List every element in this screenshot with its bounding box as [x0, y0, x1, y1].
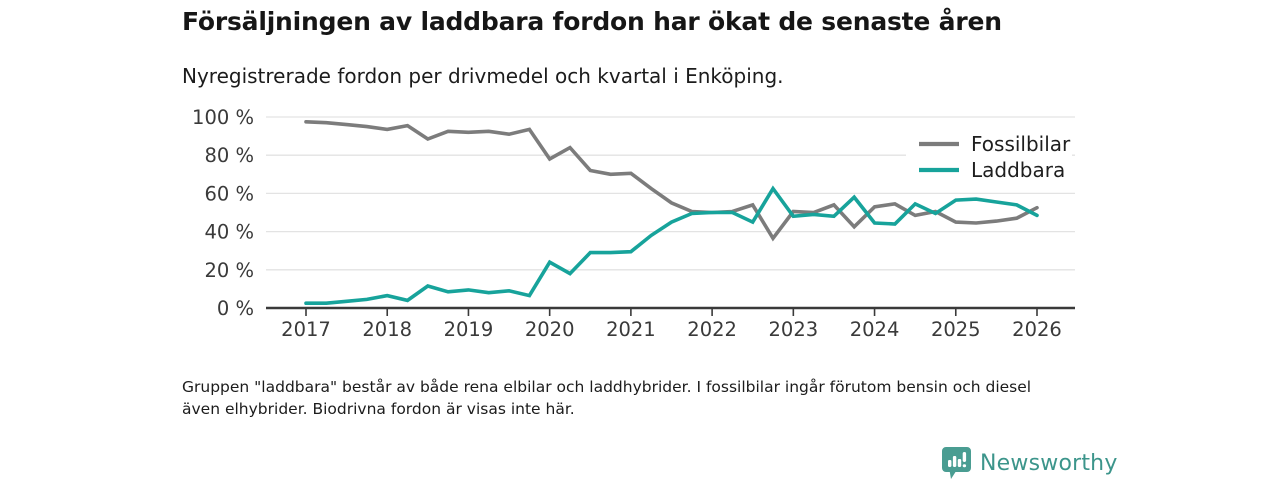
x-axis-tick-label: 2018: [362, 318, 412, 341]
legend-background: [906, 127, 1072, 187]
legend-label-fossilbilar: Fossilbilar: [971, 132, 1071, 156]
x-axis-tick-label: 2024: [850, 318, 900, 341]
chart-subtitle: Nyregistrerade fordon per drivmedel och …: [182, 64, 784, 88]
newsworthy-bar-chart-icon: [942, 447, 971, 479]
x-axis-tick-label: 2021: [606, 318, 656, 341]
x-axis-tick-label: 2023: [769, 318, 819, 341]
y-axis-tick-label: 60 %: [204, 182, 254, 205]
line-laddbara: [304, 185, 1039, 306]
y-axis-tick-label: 100 %: [192, 106, 254, 129]
chart-title: Försäljningen av laddbara fordon har öka…: [182, 7, 1002, 36]
newsworthy-logo-text: Newsworthy: [980, 450, 1118, 476]
x-axis-tick-label: 2017: [281, 318, 331, 341]
legend-label-laddbara: Laddbara: [971, 158, 1065, 182]
chart-footnote: Gruppen "laddbara" består av både rena e…: [182, 378, 1032, 418]
y-axis-tick-label: 20 %: [204, 259, 254, 282]
x-axis-tick-label: 2020: [525, 318, 575, 341]
newsworthy-logo: Newsworthy: [941, 446, 1118, 480]
x-axis-tick-label: 2026: [1012, 318, 1062, 341]
line-fossilbilar: [304, 120, 1039, 242]
x-axis-tick-label: 2022: [687, 318, 737, 341]
y-axis-tick-label: 40 %: [204, 221, 254, 244]
x-axis-tick-label: 2019: [444, 318, 494, 341]
y-axis-tick-label: 80 %: [204, 144, 254, 167]
x-axis-tick-label: 2025: [931, 318, 981, 341]
y-axis-tick-label: 0 %: [217, 297, 254, 320]
